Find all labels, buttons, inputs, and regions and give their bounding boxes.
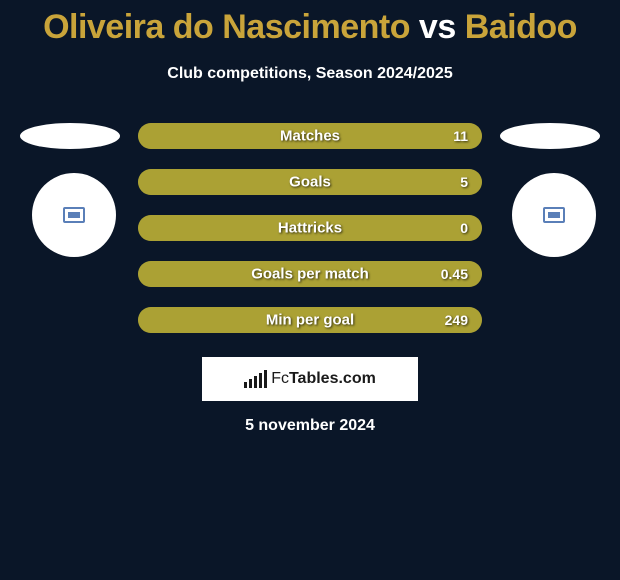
stat-value: 0 [460,220,468,236]
stat-bar: Hattricks 0 [138,215,482,241]
brand-rest: Tables.com [289,370,376,387]
stat-label: Hattricks [278,220,342,237]
player2-club-badge [512,173,596,257]
stat-value: 5 [460,174,468,190]
right-avatar-col [500,123,600,257]
stat-value: 249 [445,312,468,328]
infographic-root: Oliveira do Nascimento vs Baidoo Club co… [0,0,620,435]
stat-label: Goals [289,174,331,191]
club-placeholder-icon [543,207,565,223]
stat-label: Goals per match [251,266,369,283]
stat-bar: Min per goal 249 [138,307,482,333]
date-label: 5 november 2024 [0,417,620,435]
stat-bar: Goals 5 [138,169,482,195]
brand-bars-icon [244,370,267,388]
stat-bar: Matches 11 [138,123,482,149]
stat-value: 0.45 [441,266,468,282]
subtitle: Club competitions, Season 2024/2025 [0,65,620,83]
player1-shadow-ellipse [20,123,120,149]
player1-club-badge [32,173,116,257]
main-row: Matches 11 Goals 5 Hattricks 0 Goals per match… [0,123,620,333]
player2-shadow-ellipse [500,123,600,149]
player2-name: Baidoo [465,8,577,46]
brand-prefix: Fc [271,370,289,387]
stat-label: Matches [280,128,340,145]
left-avatar-col [20,123,120,257]
player1-name: Oliveira do Nascimento [43,8,410,46]
brand-box: FcTables.com [202,357,418,401]
page-title: Oliveira do Nascimento vs Baidoo [0,8,620,47]
stats-column: Matches 11 Goals 5 Hattricks 0 Goals per match… [138,123,482,333]
brand-text: FcTables.com [271,370,376,388]
stat-bar: Goals per match 0.45 [138,261,482,287]
stat-label: Min per goal [266,312,354,329]
club-placeholder-icon [63,207,85,223]
vs-separator: vs [419,8,456,46]
stat-value: 11 [453,128,468,144]
